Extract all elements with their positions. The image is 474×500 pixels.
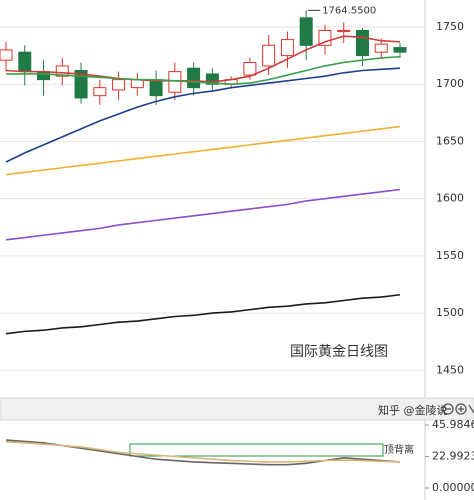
line-series bbox=[5, 35, 401, 83]
candle-body bbox=[18, 51, 32, 73]
candle-body bbox=[243, 61, 257, 76]
candle-body bbox=[55, 65, 69, 77]
y-tick-label: 1750 bbox=[436, 20, 464, 33]
y-tick-label: 1500 bbox=[436, 306, 464, 319]
candle-body bbox=[168, 71, 182, 93]
y-tick-label: 1650 bbox=[436, 134, 464, 147]
toolbar-buttons bbox=[442, 403, 474, 415]
zoom-in-button[interactable] bbox=[455, 403, 467, 415]
candle-body bbox=[262, 44, 276, 67]
y-tick-label: 1700 bbox=[436, 77, 464, 90]
zoom-out-button[interactable] bbox=[442, 403, 454, 415]
y-tick-label: 1600 bbox=[436, 192, 464, 205]
candle-body bbox=[280, 39, 294, 57]
candle-body bbox=[93, 87, 107, 97]
y-tick-label: 45.98467 bbox=[432, 418, 474, 431]
candle-body bbox=[112, 79, 126, 91]
candle-body bbox=[149, 79, 163, 97]
candle-body bbox=[393, 47, 407, 53]
y-tick-label: 1550 bbox=[436, 249, 464, 262]
annotation: 1764.5500 bbox=[322, 5, 376, 16]
candle-body bbox=[205, 73, 219, 85]
candle-body bbox=[74, 69, 88, 99]
line-series bbox=[5, 441, 401, 463]
y-tick-label: 1450 bbox=[436, 363, 464, 376]
candle-body bbox=[374, 43, 388, 53]
y-tick-label: 0.00000 bbox=[432, 481, 474, 494]
candle-body bbox=[355, 29, 369, 57]
annotation: 顶背离 bbox=[384, 443, 414, 456]
close-button[interactable] bbox=[468, 404, 474, 414]
line-series bbox=[5, 125, 401, 176]
line-series bbox=[5, 293, 401, 335]
candle-body bbox=[130, 79, 144, 89]
candle-body bbox=[187, 67, 201, 89]
candle-body bbox=[37, 71, 51, 81]
toolbar bbox=[0, 397, 474, 421]
line-series bbox=[5, 188, 401, 241]
divergence-box bbox=[129, 443, 384, 457]
annotation: 国际黄金日线图 bbox=[290, 343, 388, 360]
candle-body bbox=[337, 29, 351, 33]
y-tick-label: 22.99233 bbox=[432, 450, 474, 463]
candle-body bbox=[0, 49, 13, 61]
line-series bbox=[6, 55, 401, 86]
watermark: 知乎 @金陵说 bbox=[378, 403, 448, 417]
candle-body bbox=[299, 17, 313, 46]
line-series bbox=[5, 67, 401, 163]
